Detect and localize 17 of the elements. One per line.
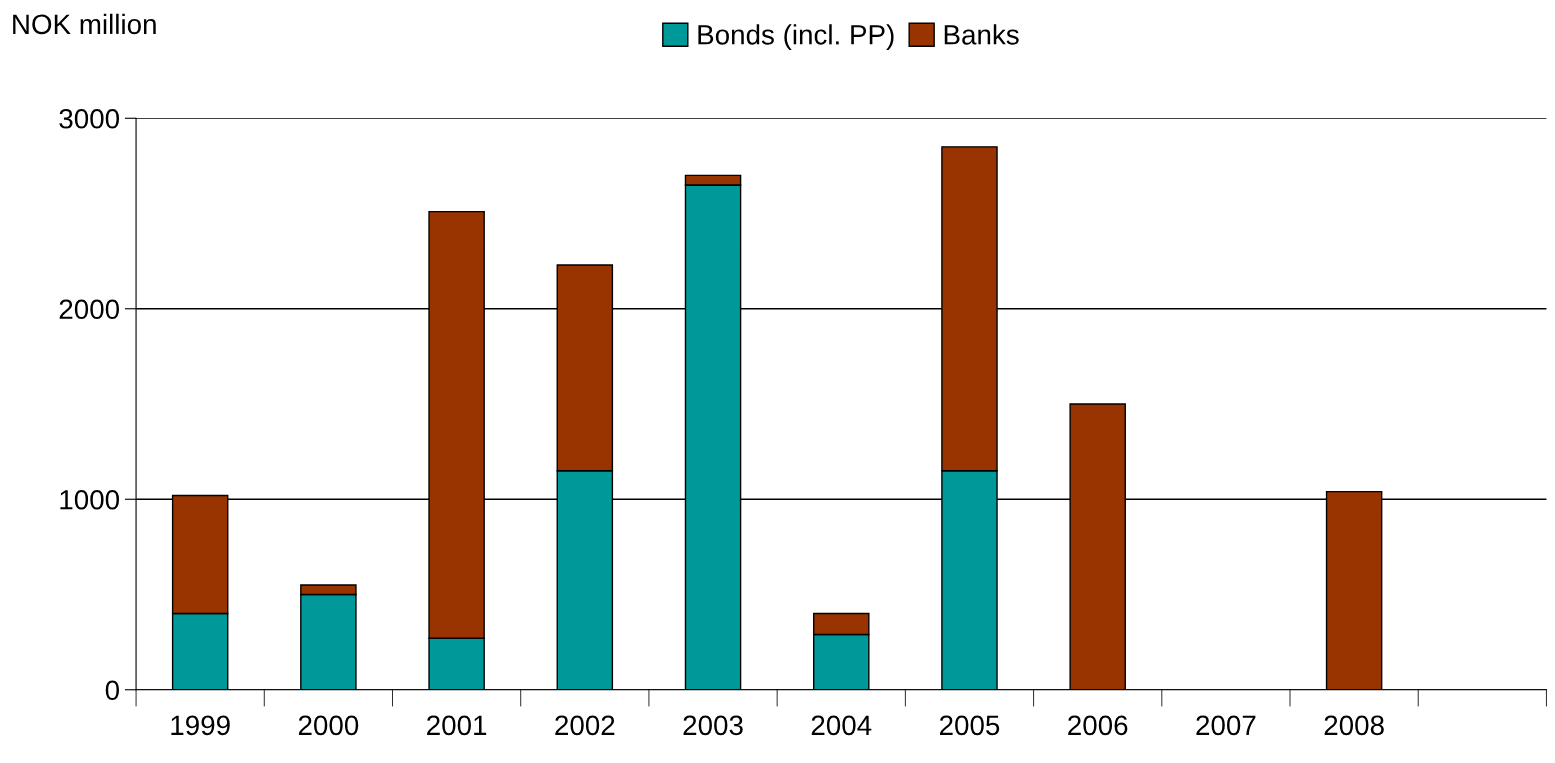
x-tick-label: 2006 xyxy=(1068,715,1128,736)
legend-label: Banks xyxy=(944,24,1019,45)
x-tick-label: 2003 xyxy=(683,715,743,736)
x-tick-label: 2004 xyxy=(811,715,872,736)
x-tick-label: 1999 xyxy=(171,715,230,736)
x-tick-label: 2008 xyxy=(1324,715,1384,736)
x-tick-label: 2001 xyxy=(427,715,487,736)
y-tick-label: 0 xyxy=(105,680,120,701)
x-tick-label: 2000 xyxy=(298,715,359,736)
y-axis-title: NOK million xyxy=(13,13,156,35)
y-tick-label: 1000 xyxy=(60,489,120,510)
y-tick-label: 2000 xyxy=(59,299,120,320)
y-tick-label: 3000 xyxy=(59,108,120,129)
x-tick-label: 2007 xyxy=(1196,715,1256,736)
x-tick-label: 2002 xyxy=(555,715,615,736)
x-tick-label: 2005 xyxy=(939,715,1000,736)
legend-label: Bonds (incl. PP) xyxy=(698,24,894,51)
